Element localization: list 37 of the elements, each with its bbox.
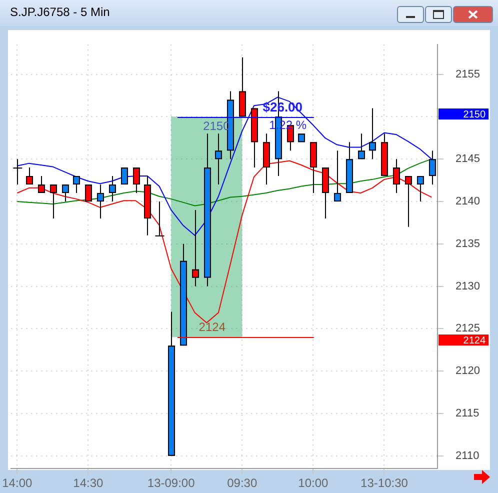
- text: 2150: [463, 109, 486, 120]
- candlestick: [417, 176, 424, 202]
- text: 2124: [463, 335, 486, 346]
- candlestick: [121, 168, 128, 185]
- ref-line-label: 2124: [198, 320, 226, 334]
- y-tick-label: 2110: [456, 450, 480, 462]
- x-tick-label: 10:00: [298, 476, 329, 490]
- candlestick: [109, 176, 116, 202]
- y-tick-label: 2145: [456, 153, 480, 166]
- candlestick: [26, 167, 33, 186]
- candlestick: [62, 184, 69, 202]
- x-tick-label: 14:00: [2, 476, 32, 490]
- candlestick: [358, 133, 365, 160]
- x-tick-label: 13-10:30: [360, 476, 408, 490]
- candlestick: [50, 184, 57, 219]
- y-tick-label: 2130: [456, 280, 480, 292]
- candlestick: [38, 176, 45, 194]
- x-tick-label: 14:30: [73, 476, 104, 490]
- chart-title: S.JP.J6758 - 5 Min: [10, 5, 110, 19]
- y-tick-label: 2115: [456, 408, 480, 420]
- y-tick-label: 2120: [456, 365, 480, 378]
- y-tick-label: 2140: [456, 196, 480, 208]
- candlestick: [369, 108, 376, 160]
- y-tick-label: 2125: [456, 322, 480, 335]
- x-tick-label: 09:30: [227, 476, 258, 490]
- candlestick: [133, 167, 140, 194]
- candlestick: [405, 176, 412, 228]
- candlestick: [85, 184, 92, 202]
- x-tick-label: 13-09:00: [147, 476, 196, 490]
- candlestick: [73, 176, 80, 194]
- y-tick-label: 2135: [456, 238, 480, 250]
- candlestick: [97, 184, 104, 219]
- candlestick: [334, 150, 341, 202]
- candlestick: [429, 150, 436, 186]
- candlestick: [215, 133, 222, 186]
- y-tick-label: 2155: [456, 68, 480, 80]
- candlestick: [192, 209, 199, 287]
